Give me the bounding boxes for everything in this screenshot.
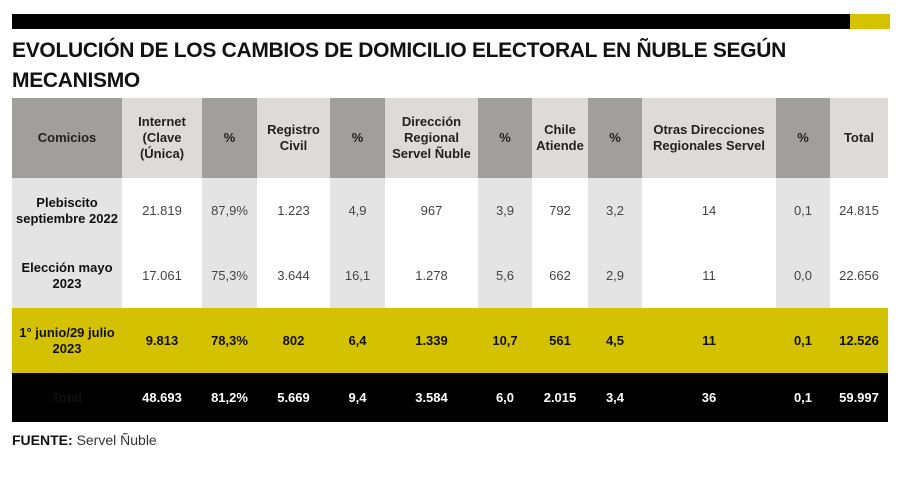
table-cell: 5,6 <box>478 243 532 308</box>
table-cell: 0,1 <box>776 373 830 422</box>
table-cell: 87,9% <box>202 178 257 243</box>
table-cell: 0,1 <box>776 178 830 243</box>
data-table: Comicios Internet (Clave (Única)% Registro… <box>12 98 888 422</box>
table-cell: 5.669 <box>257 373 330 422</box>
page-title: EVOLUCIÓN DE LOS CAMBIOS DE DOMICILIO EL… <box>12 39 787 92</box>
source-note: FUENTE: Servel Ñuble <box>12 432 157 448</box>
row-label: 1° junio/29 julio 2023 <box>12 308 122 373</box>
column-header: Internet (Clave (Única) <box>122 98 202 178</box>
row-label: Plebiscito septiembre 2022 <box>12 178 122 243</box>
column-header: Total <box>830 98 888 178</box>
table-cell: 3,4 <box>588 373 642 422</box>
table-cell: 6,0 <box>478 373 532 422</box>
table-cell: 2.015 <box>532 373 588 422</box>
table-cell: 6,4 <box>330 308 385 373</box>
column-header: Dirección Regional Servel Ñuble <box>385 98 478 178</box>
table-cell: 4,9 <box>330 178 385 243</box>
table-cell: 21.819 <box>122 178 202 243</box>
column-header: % <box>330 98 385 178</box>
column-header: Chile Atiende <box>532 98 588 178</box>
column-header: Otras Direcciones Regionales Servel <box>642 98 776 178</box>
table-cell: 662 <box>532 243 588 308</box>
table-cell: 967 <box>385 178 478 243</box>
table-cell: 59.997 <box>830 373 888 422</box>
source-label: FUENTE: <box>12 432 73 448</box>
table-cell: 36 <box>642 373 776 422</box>
table-cell: 3.584 <box>385 373 478 422</box>
table-cell: 4,5 <box>588 308 642 373</box>
column-header: Registro Civil <box>257 98 330 178</box>
total-row: Total 48.693 81,2% 5.669 9,4 3.584 6,0 2.015 3,4… <box>12 373 888 422</box>
table-cell: 14 <box>642 178 776 243</box>
source-value: Servel Ñuble <box>76 432 157 448</box>
table-cell: 561 <box>532 308 588 373</box>
table-cell: 12.526 <box>830 308 888 373</box>
table-cell: 1.278 <box>385 243 478 308</box>
table-cell: 10,7 <box>478 308 532 373</box>
column-header: % <box>202 98 257 178</box>
table-cell: 3,9 <box>478 178 532 243</box>
top-accent-bar <box>850 14 890 29</box>
top-black-bar <box>12 14 850 29</box>
table-cell: 3,2 <box>588 178 642 243</box>
table-cell: 48.693 <box>122 373 202 422</box>
table-cell: 802 <box>257 308 330 373</box>
table-cell: 9,4 <box>330 373 385 422</box>
table-cell: 78,3% <box>202 308 257 373</box>
table-cell: 81,2% <box>202 373 257 422</box>
row-label: Total <box>12 373 122 422</box>
table-cell: 0,1 <box>776 308 830 373</box>
table-cell: 11 <box>642 308 776 373</box>
table-row: Elección mayo 2023 17.061 75,3% 3.644 16,1 1.… <box>12 243 888 308</box>
table-cell: 16,1 <box>330 243 385 308</box>
table-cell: 22.656 <box>830 243 888 308</box>
row-label: Elección mayo 2023 <box>12 243 122 308</box>
column-header: % <box>588 98 642 178</box>
table-cell: 24.815 <box>830 178 888 243</box>
table-cell: 792 <box>532 178 588 243</box>
table-cell: 17.061 <box>122 243 202 308</box>
table-cell: 1.339 <box>385 308 478 373</box>
table-row: 1° junio/29 julio 2023 9.813 78,3% 802 6,4 1.… <box>12 308 888 373</box>
column-header: Comicios <box>12 98 122 178</box>
column-header: % <box>776 98 830 178</box>
table-cell: 2,9 <box>588 243 642 308</box>
table-row: Plebiscito septiembre 2022 21.819 87,9% 1.2… <box>12 178 888 243</box>
table-cell: 3.644 <box>257 243 330 308</box>
table-cell: 75,3% <box>202 243 257 308</box>
table-cell: 1.223 <box>257 178 330 243</box>
header-row: Comicios Internet (Clave (Única)% Registro… <box>12 98 888 178</box>
table-cell: 11 <box>642 243 776 308</box>
column-header: % <box>478 98 532 178</box>
table-cell: 9.813 <box>122 308 202 373</box>
table-cell: 0,0 <box>776 243 830 308</box>
